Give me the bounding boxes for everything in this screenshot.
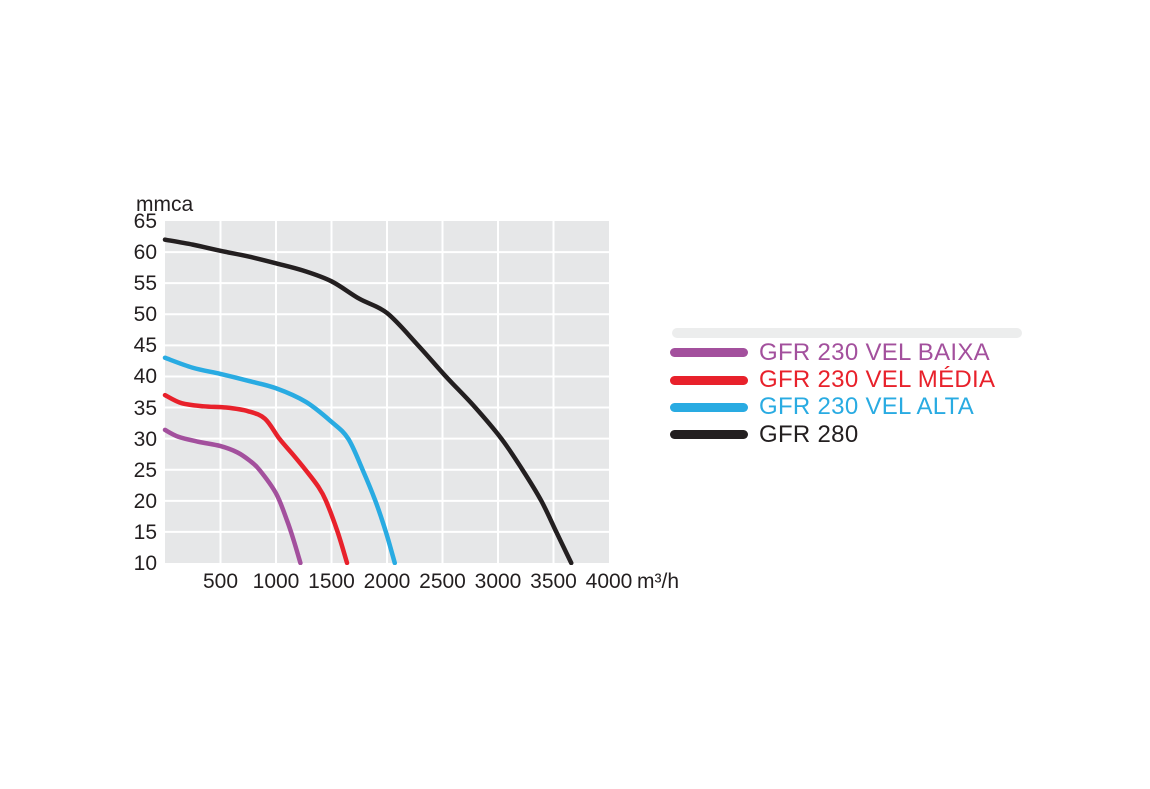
y-tick-label: 30 <box>133 427 157 451</box>
series-curve-0 <box>162 427 303 565</box>
legend-item-gfr-230-vel-baixa: GFR 230 VEL BAIXA <box>670 339 995 366</box>
legend-item-gfr-280: GFR 280 <box>670 421 995 448</box>
x-tick-label: 3000 <box>474 570 522 593</box>
y-tick-label: 65 <box>133 210 157 233</box>
y-tick-label: 20 <box>133 489 157 513</box>
y-tick-label: 10 <box>133 552 157 575</box>
y-tick-label: 50 <box>133 303 157 327</box>
legend-swatch-alta <box>670 402 748 412</box>
legend-label: GFR 230 VEL MÉDIA <box>759 366 996 394</box>
y-tick-label: 15 <box>133 520 157 544</box>
legend-label: GFR 230 VEL ALTA <box>759 393 975 421</box>
x-tick-label: 2000 <box>363 570 411 593</box>
y-tick-label: 35 <box>133 396 157 420</box>
x-tick-label: 1500 <box>308 570 355 593</box>
x-tick-label: 2500 <box>419 570 466 593</box>
legend-swatch-gfr280 <box>670 430 748 440</box>
legend-label: GFR 230 VEL BAIXA <box>759 338 990 366</box>
y-tick-label: 55 <box>133 272 157 296</box>
legend-item-gfr-230-vel-alta: GFR 230 VEL ALTA <box>670 394 995 421</box>
y-tick-label: 45 <box>133 334 157 358</box>
x-tick-label: 1000 <box>252 570 300 593</box>
series-curve-1 <box>162 392 350 565</box>
legend-swatch-media <box>670 375 748 385</box>
ghost-legend-bar <box>672 328 1022 338</box>
series-curve-3 <box>162 237 574 565</box>
y-axis-unit-label: mmca <box>136 193 194 216</box>
y-tick-label: 25 <box>133 458 157 482</box>
legend-swatch-baixa <box>670 348 748 358</box>
y-tick-label: 60 <box>133 241 157 265</box>
x-tick-label: 3500 <box>530 570 577 593</box>
legend: GFR 230 VEL BAIXA GFR 230 VEL MÉDIA GFR … <box>670 339 995 449</box>
legend-label: GFR 280 <box>759 420 859 448</box>
x-tick-label: 500 <box>202 570 239 593</box>
series-curve-2 <box>162 355 398 565</box>
legend-item-gfr-230-vel-media: GFR 230 VEL MÉDIA <box>670 366 995 393</box>
x-axis-unit-label: m³/h <box>637 570 679 593</box>
x-tick-label: 4000 <box>585 570 633 593</box>
y-tick-label: 40 <box>133 365 157 389</box>
